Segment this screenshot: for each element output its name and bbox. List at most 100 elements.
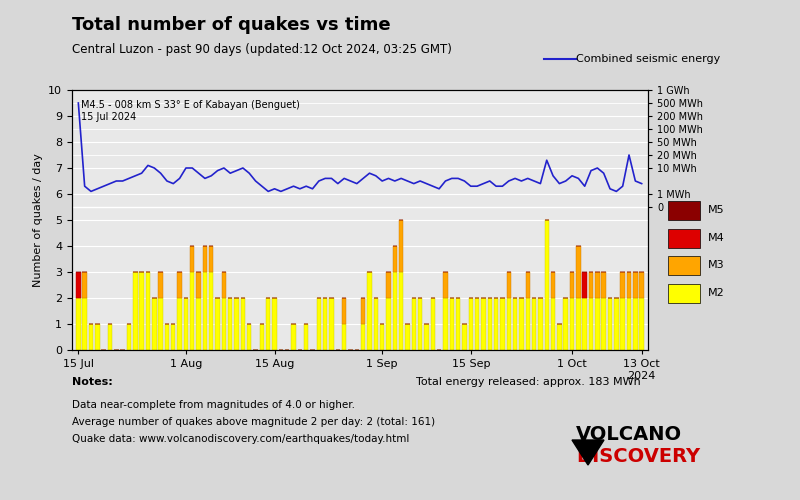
- Bar: [506, 298, 511, 350]
- Bar: [475, 298, 479, 350]
- Text: DISCOVERY: DISCOVERY: [576, 448, 700, 466]
- Bar: [209, 246, 214, 272]
- Text: Average number of quakes above magnitude 2 per day: 2 (total: 161): Average number of quakes above magnitude…: [72, 417, 435, 427]
- Bar: [152, 298, 157, 350]
- Bar: [89, 324, 94, 350]
- Bar: [551, 272, 555, 298]
- Bar: [576, 246, 581, 298]
- Bar: [589, 298, 594, 350]
- Text: M4: M4: [708, 232, 725, 242]
- Bar: [506, 272, 511, 298]
- Bar: [342, 298, 346, 324]
- Bar: [621, 272, 625, 298]
- Bar: [190, 272, 194, 350]
- Bar: [500, 298, 505, 350]
- Bar: [228, 298, 233, 350]
- Bar: [399, 272, 403, 350]
- Bar: [450, 298, 454, 350]
- Bar: [272, 298, 277, 350]
- Bar: [234, 298, 238, 350]
- Bar: [202, 272, 207, 350]
- Bar: [639, 272, 644, 298]
- Bar: [406, 324, 410, 350]
- Bar: [247, 324, 251, 350]
- Bar: [190, 246, 194, 272]
- Bar: [202, 246, 207, 272]
- Bar: [532, 298, 536, 350]
- Bar: [608, 298, 612, 350]
- Bar: [545, 220, 549, 350]
- Bar: [538, 298, 542, 350]
- Bar: [393, 272, 397, 350]
- Bar: [582, 272, 587, 298]
- Text: Data near-complete from magnitudes of 4.0 or higher.: Data near-complete from magnitudes of 4.…: [72, 400, 355, 409]
- Text: Total number of quakes vs time: Total number of quakes vs time: [72, 16, 390, 34]
- Bar: [633, 298, 638, 350]
- Bar: [602, 298, 606, 350]
- Bar: [76, 298, 81, 350]
- Y-axis label: Number of quakes / day: Number of quakes / day: [33, 153, 42, 287]
- Bar: [222, 272, 226, 298]
- Bar: [126, 324, 131, 350]
- Bar: [178, 298, 182, 350]
- Bar: [487, 298, 492, 350]
- Bar: [82, 272, 87, 298]
- Bar: [165, 324, 169, 350]
- Bar: [133, 272, 138, 350]
- Bar: [393, 246, 397, 272]
- Bar: [602, 272, 606, 298]
- Bar: [386, 272, 390, 298]
- Bar: [526, 272, 530, 298]
- Bar: [570, 298, 574, 350]
- Bar: [361, 324, 366, 350]
- Bar: [563, 298, 568, 350]
- Bar: [260, 324, 264, 350]
- Bar: [576, 298, 581, 350]
- Bar: [76, 272, 81, 298]
- Bar: [526, 298, 530, 350]
- Bar: [361, 298, 366, 324]
- Bar: [418, 298, 422, 350]
- Text: Combined seismic energy: Combined seismic energy: [576, 54, 720, 64]
- Bar: [222, 298, 226, 350]
- Bar: [399, 220, 403, 272]
- Bar: [158, 272, 163, 298]
- Bar: [595, 298, 599, 350]
- Bar: [469, 298, 473, 350]
- Bar: [595, 272, 599, 298]
- Bar: [570, 272, 574, 298]
- Bar: [589, 272, 594, 298]
- Bar: [196, 272, 201, 298]
- Bar: [614, 298, 618, 350]
- Bar: [317, 298, 321, 350]
- Bar: [241, 298, 245, 350]
- Bar: [330, 298, 334, 350]
- Text: M4.5 - 008 km S 33° E of Kabayan (Benguet)
15 Jul 2024: M4.5 - 008 km S 33° E of Kabayan (Bengue…: [82, 100, 300, 122]
- Bar: [411, 298, 416, 350]
- Bar: [380, 324, 384, 350]
- Bar: [424, 324, 429, 350]
- Bar: [482, 298, 486, 350]
- Bar: [178, 272, 182, 298]
- Text: M3: M3: [708, 260, 725, 270]
- Bar: [209, 272, 214, 350]
- Bar: [519, 298, 524, 350]
- Bar: [626, 298, 631, 350]
- Bar: [139, 272, 144, 350]
- Bar: [95, 324, 99, 350]
- Bar: [323, 298, 327, 350]
- Bar: [184, 298, 188, 350]
- Bar: [82, 298, 87, 350]
- Text: Quake data: www.volcanodiscovery.com/earthquakes/today.html: Quake data: www.volcanodiscovery.com/ear…: [72, 434, 410, 444]
- Bar: [626, 272, 631, 298]
- Text: M2: M2: [708, 288, 725, 298]
- Bar: [551, 298, 555, 350]
- Bar: [513, 298, 518, 350]
- Text: Central Luzon - past 90 days (updated:12 Oct 2024, 03:25 GMT): Central Luzon - past 90 days (updated:12…: [72, 42, 452, 56]
- Bar: [146, 272, 150, 350]
- Text: Notes:: Notes:: [72, 377, 113, 387]
- Bar: [215, 298, 220, 350]
- Bar: [456, 298, 460, 350]
- Bar: [639, 298, 644, 350]
- Bar: [304, 324, 309, 350]
